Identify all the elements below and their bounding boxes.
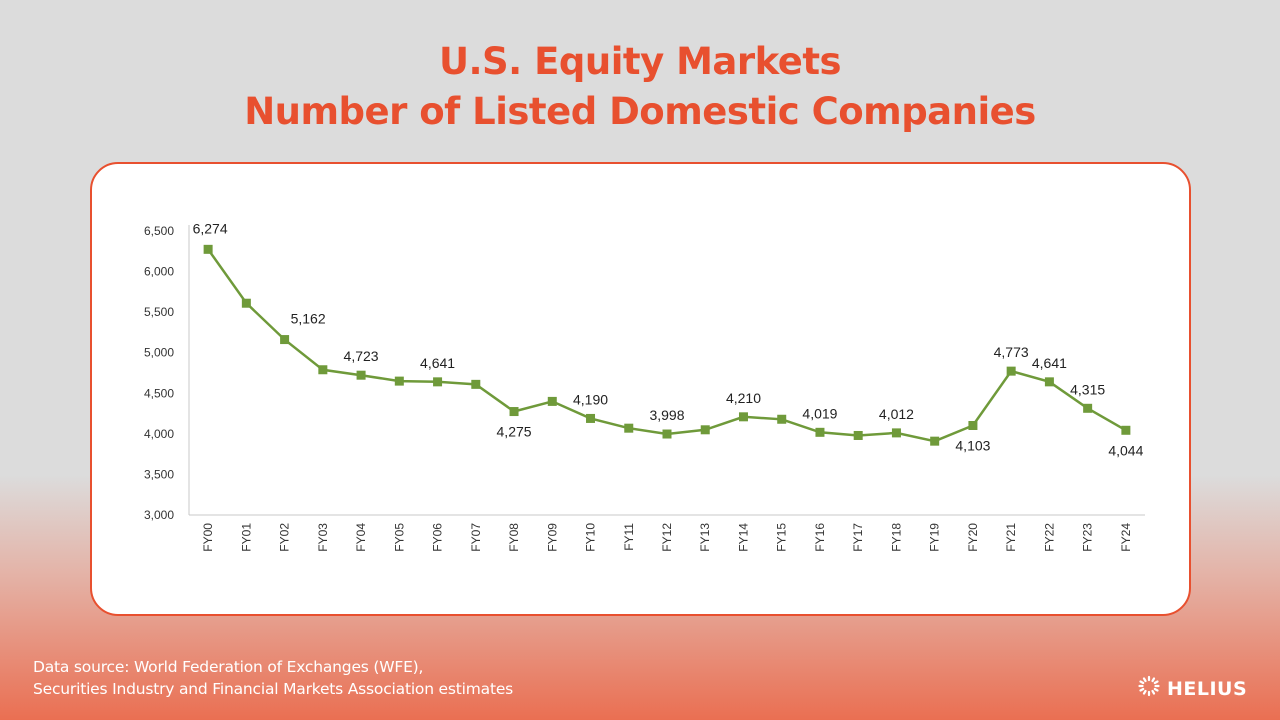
x-tick-label: FY18 (889, 523, 903, 552)
data-label: 6,274 (193, 220, 228, 236)
x-tick-label: FY04 (354, 523, 368, 552)
x-tick-label: FY05 (392, 523, 406, 552)
x-tick-label: FY10 (584, 523, 598, 552)
x-tick-label: FY14 (736, 523, 750, 552)
x-tick-label: FY01 (239, 523, 253, 552)
data-point (433, 377, 443, 387)
line-chart: 3,000 3,500 4,000 4,500 5,000 5,500 6,000 6,500… (144, 220, 1145, 552)
y-tick-label: 5,000 (144, 346, 174, 360)
data-point (471, 379, 481, 389)
data-point (394, 376, 404, 386)
page-subtitle: Number of Listed Domestic Companies (244, 90, 1036, 133)
data-label: 4,103 (955, 437, 990, 453)
data-point (777, 414, 787, 424)
data-label: 4,315 (1070, 381, 1105, 397)
data-source-line-1: Data source: World Federation of Exchang… (33, 658, 424, 676)
data-label: 4,641 (1032, 355, 1067, 371)
data-point (853, 430, 863, 440)
x-tick-label: FY16 (813, 523, 827, 552)
data-point (891, 428, 901, 438)
y-tick-label: 5,500 (144, 305, 174, 319)
x-tick-label: FY20 (966, 523, 980, 552)
data-label: 4,275 (497, 424, 532, 440)
data-point (547, 396, 557, 406)
y-tick-label: 4,000 (144, 427, 174, 441)
data-point (586, 413, 596, 423)
brand-name: HELIUS (1167, 677, 1248, 700)
data-source-line-2: Securities Industry and Financial Market… (33, 680, 514, 698)
data-point (738, 412, 748, 422)
data-label: 4,210 (726, 390, 761, 406)
x-tick-label: FY08 (507, 523, 521, 552)
x-tick-label: FY03 (316, 523, 330, 552)
data-point (1121, 425, 1131, 435)
x-tick-label: FY09 (545, 523, 559, 552)
data-point (241, 298, 251, 308)
x-tick-label: FY00 (201, 523, 215, 552)
data-label: 4,012 (879, 406, 914, 422)
x-tick-label: FY15 (775, 523, 789, 552)
x-tick-label: FY06 (431, 523, 445, 552)
chart-card: 3,000 3,500 4,000 4,500 5,000 5,500 6,000 6,500… (90, 162, 1191, 616)
x-tick-label: FY11 (622, 523, 636, 551)
x-tick-label: FY17 (851, 523, 865, 552)
data-point (280, 335, 290, 345)
data-label: 4,641 (420, 355, 455, 371)
x-tick-label: FY07 (469, 523, 483, 552)
y-tick-label: 3,000 (144, 508, 174, 522)
data-label: 4,019 (802, 405, 837, 421)
data-label: 5,162 (291, 311, 326, 327)
data-point (662, 429, 672, 439)
x-tick-label: FY21 (1004, 523, 1018, 552)
data-point (203, 244, 213, 254)
data-source-note: Data source: World Federation of Exchang… (33, 656, 513, 700)
data-point (700, 425, 710, 435)
helius-logo-icon (1137, 674, 1161, 703)
x-tick-label: FY13 (698, 523, 712, 552)
data-point (356, 370, 366, 380)
page-title: U.S. Equity Markets (438, 40, 842, 83)
data-point (1044, 377, 1054, 387)
y-tick-label: 6,500 (144, 224, 174, 238)
data-point (930, 436, 940, 446)
y-tick-label: 6,000 (144, 265, 174, 279)
data-label: 4,773 (994, 344, 1029, 360)
x-tick-label: FY02 (278, 523, 292, 552)
data-point (624, 423, 634, 433)
x-tick-label: FY19 (928, 523, 942, 552)
x-tick-label: FY24 (1119, 523, 1133, 552)
data-point (318, 365, 328, 375)
data-label: 4,044 (1108, 442, 1143, 458)
x-tick-label: FY23 (1081, 523, 1095, 552)
y-tick-label: 3,500 (144, 467, 174, 481)
brand-logo: HELIUS (1137, 674, 1247, 703)
y-tick-label: 4,500 (144, 386, 174, 400)
data-point (968, 420, 978, 430)
data-point (815, 427, 825, 437)
x-tick-label: FY22 (1042, 523, 1056, 552)
x-tick-label: FY12 (660, 523, 674, 552)
data-label: 4,723 (344, 348, 379, 364)
data-point (509, 407, 519, 417)
data-label: 3,998 (649, 407, 684, 423)
data-point (1006, 366, 1016, 376)
data-label: 4,190 (573, 391, 608, 407)
data-point (1083, 403, 1093, 413)
